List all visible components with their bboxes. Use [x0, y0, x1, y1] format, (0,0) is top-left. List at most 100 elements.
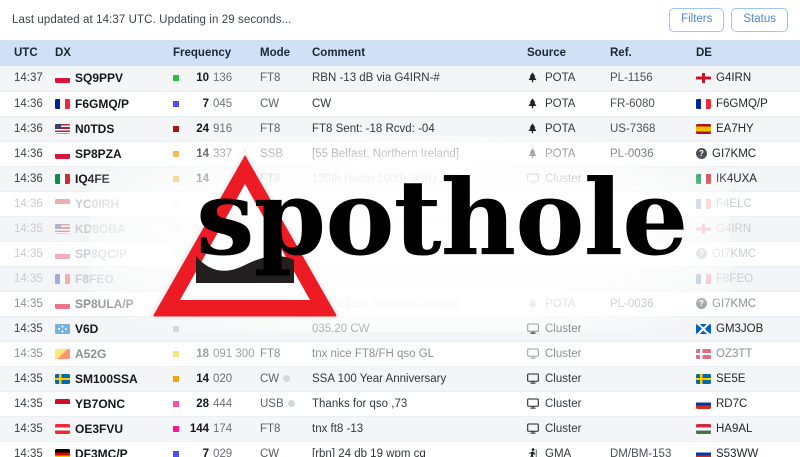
cell-dx[interactable]: F6GMQ/P [55, 91, 173, 117]
column-header-de[interactable]: DE [696, 40, 800, 66]
cell-de[interactable]: GM3JOB [696, 316, 800, 342]
cell-dx[interactable]: N0TDS [55, 116, 173, 142]
cell-dx[interactable]: OE3FVU [55, 416, 173, 442]
cell-source[interactable]: Cluster [527, 166, 610, 192]
cell-de[interactable]: ? GI7KMC [696, 241, 800, 267]
table-row[interactable]: 14:35 SP8QC/P? GI7KMC [0, 241, 800, 267]
table-row[interactable]: 14:35 SM100SSA 14 020 CW SSA 100 Year Anniver… [0, 366, 800, 392]
cell-ref[interactable]: US-7368 [610, 116, 696, 142]
cell-frequency[interactable]: 144 174 [173, 416, 260, 442]
column-header-comment[interactable]: Comment [312, 40, 527, 66]
table-row[interactable]: 14:35 KD8OBA G4IRN [0, 216, 800, 242]
cell-source[interactable]: POTA [527, 116, 610, 142]
cell-dx[interactable]: IQ4FE [55, 166, 173, 192]
cell-ref[interactable] [610, 216, 696, 242]
column-header-mode[interactable]: Mode [260, 40, 312, 66]
cell-ref[interactable]: FR-6080 [610, 91, 696, 117]
table-row[interactable]: 14:36 SP8PZA 14 337 SSB [55 Belfast, Northern… [0, 141, 800, 167]
cell-frequency[interactable] [173, 216, 260, 242]
cell-de[interactable]: F8FEO [696, 266, 800, 292]
table-row[interactable]: 14:36 YC0IRH TTL, but lot of QSB... Cluster… [0, 191, 800, 217]
cell-source[interactable]: Cluster [527, 416, 610, 442]
cell-frequency[interactable]: 7 029 [173, 441, 260, 457]
cell-dx[interactable]: SQ9PPV [55, 66, 173, 92]
cell-frequency[interactable] [173, 291, 260, 317]
cell-source[interactable]: GMA [527, 441, 610, 457]
filters-button[interactable]: Filters [669, 7, 725, 33]
cell-de[interactable]: F6GMQ/P [696, 91, 800, 117]
cell-ref[interactable] [610, 166, 696, 192]
cell-source[interactable]: Cluster [527, 341, 610, 367]
column-header-utc[interactable]: UTC [0, 40, 55, 66]
cell-de[interactable]: ? GI7KMC [696, 291, 800, 317]
table-row[interactable]: 14:36 N0TDS 24 916 FT8 FT8 Sent: -18 Rcvd: -0… [0, 116, 800, 142]
cell-source[interactable]: POTA [527, 141, 610, 167]
column-header-frequency[interactable]: Frequency [173, 40, 260, 66]
cell-ref[interactable]: PL-0036 [610, 141, 696, 167]
cell-source[interactable] [527, 216, 610, 242]
cell-dx[interactable]: KD8OBA [55, 216, 173, 242]
cell-ref[interactable] [610, 316, 696, 342]
cell-frequency[interactable]: 18 091 300 [173, 341, 260, 367]
cell-frequency[interactable]: 14 337 [173, 141, 260, 167]
cell-de[interactable]: G4IRN [696, 66, 800, 92]
cell-frequency[interactable]: 10 136 [173, 66, 260, 92]
cell-source[interactable]: Cluster [527, 316, 610, 342]
cell-source[interactable]: POTA [527, 91, 610, 117]
cell-dx[interactable]: YB7ONC [55, 391, 173, 417]
cell-ref[interactable] [610, 266, 696, 292]
cell-source[interactable]: Cluster [527, 366, 610, 392]
cell-ref[interactable] [610, 191, 696, 217]
table-row[interactable]: 14:35 SP8ULA/P [55 Belfast, Northern Irela… [0, 291, 800, 317]
cell-frequency[interactable] [173, 241, 260, 267]
cell-source[interactable]: POTA [527, 291, 610, 317]
table-row[interactable]: 14:35 V6D 035.20 CW Cluster GM3JOB [0, 316, 800, 342]
cell-ref[interactable] [610, 416, 696, 442]
cell-frequency[interactable] [173, 316, 260, 342]
cell-de[interactable]: G4IRN [696, 216, 800, 242]
cell-dx[interactable]: SP8QC/P [55, 241, 173, 267]
cell-dx[interactable]: DF3MC/P [55, 441, 173, 457]
cell-ref[interactable]: PL-1156 [610, 66, 696, 92]
cell-source[interactable] [527, 266, 610, 292]
cell-source[interactable]: Cluster [527, 191, 610, 217]
table-row[interactable]: 14:36 F6GMQ/P 7 045 CW CW POTA FR-6080 F6GMQ/P [0, 91, 800, 117]
table-row[interactable]: 14:35 A52G 18 091 300 FT8 tnx nice FT8/FH qso… [0, 341, 800, 367]
cell-dx[interactable]: A52G [55, 341, 173, 367]
cell-frequency[interactable]: 28 444 [173, 391, 260, 417]
table-row[interactable]: 14:37 SQ9PPV 10 136 FT8 RBN -13 dB via G4IRN-… [0, 66, 800, 92]
table-row[interactable]: 14:35 OE3FVU 144 174 FT8 tnx ft8 -13 Cluster HA… [0, 416, 800, 442]
cell-dx[interactable]: SP8PZA [55, 141, 173, 167]
table-row[interactable]: 14:36 IQ4FE 14 FT8 130th Radio 100th IARU FT… [0, 166, 800, 192]
column-header-source[interactable]: Source [527, 40, 610, 66]
column-header-dx[interactable]: DX [55, 40, 173, 66]
cell-frequency[interactable] [173, 266, 260, 292]
cell-frequency[interactable]: 14 [173, 166, 260, 192]
cell-de[interactable]: EA7HY [696, 116, 800, 142]
cell-frequency[interactable]: 24 916 [173, 116, 260, 142]
cell-ref[interactable] [610, 391, 696, 417]
cell-dx[interactable]: V6D [55, 316, 173, 342]
cell-source[interactable]: POTA [527, 66, 610, 92]
cell-dx[interactable]: YC0IRH [55, 191, 173, 217]
status-button[interactable]: Status [731, 7, 788, 33]
spots-table-container[interactable]: UTC DX Frequency Mode Comment Source Ref… [0, 40, 800, 457]
cell-frequency[interactable] [173, 191, 260, 217]
cell-de[interactable]: HA9AL [696, 416, 800, 442]
cell-frequency[interactable]: 14 020 [173, 366, 260, 392]
cell-de[interactable]: OZ3TT [696, 341, 800, 367]
cell-frequency[interactable]: 7 045 [173, 91, 260, 117]
table-row[interactable]: 14:35 F8FEO F8FEO [0, 266, 800, 292]
cell-dx[interactable]: F8FEO [55, 266, 173, 292]
cell-ref[interactable] [610, 241, 696, 267]
cell-dx[interactable]: SP8ULA/P [55, 291, 173, 317]
table-row[interactable]: 14:35 DF3MC/P 7 029 CW [rbn] 24 db 19 wpm cq G… [0, 441, 800, 457]
cell-source[interactable]: Cluster [527, 391, 610, 417]
cell-de[interactable]: ? GI7KMC [696, 141, 800, 167]
cell-dx[interactable]: SM100SSA [55, 366, 173, 392]
cell-ref[interactable] [610, 341, 696, 367]
cell-de[interactable]: S53WW [696, 441, 800, 457]
cell-de[interactable]: IK4UXA [696, 166, 800, 192]
cell-source[interactable] [527, 241, 610, 267]
cell-de[interactable]: RD7C [696, 391, 800, 417]
